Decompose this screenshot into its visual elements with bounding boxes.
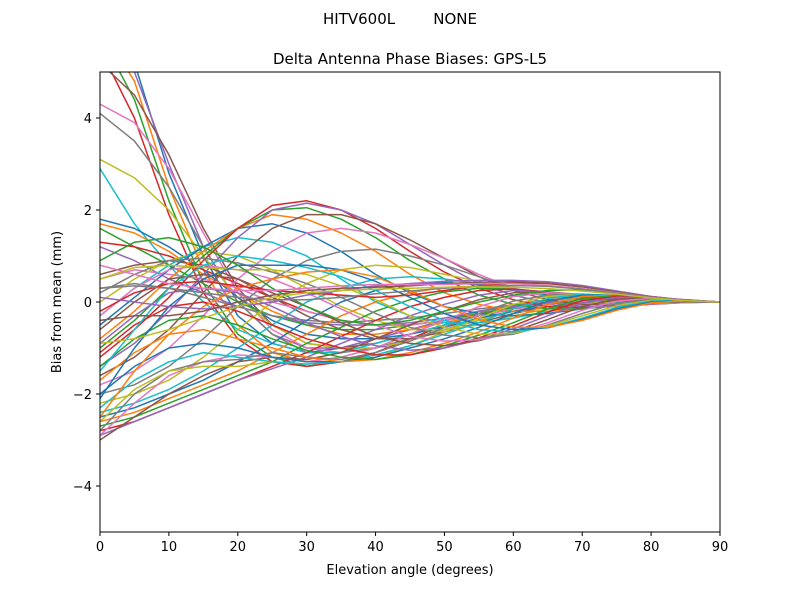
series-line bbox=[100, 295, 720, 356]
x-tick-label: 30 bbox=[298, 540, 315, 555]
series-layer bbox=[100, 72, 720, 441]
chart-suptitle: HITV600L NONE bbox=[323, 10, 477, 28]
y-tick-label: 2 bbox=[84, 204, 92, 219]
x-axis: 0 10 20 30 40 50 60 70 80 90 bbox=[96, 532, 728, 555]
series-line bbox=[100, 255, 720, 372]
x-tick-label: 70 bbox=[574, 540, 591, 555]
series-line bbox=[100, 286, 720, 345]
y-tick-label: 0 bbox=[84, 296, 92, 311]
series-line bbox=[100, 279, 720, 310]
x-axis-label: Elevation angle (degrees) bbox=[326, 563, 493, 578]
y-axis-label: Bias from mean (mm) bbox=[50, 231, 65, 373]
chart-title: Delta Antenna Phase Biases: GPS-L5 bbox=[273, 50, 547, 68]
x-tick-label: 50 bbox=[436, 540, 453, 555]
x-tick-label: 80 bbox=[643, 540, 660, 555]
x-tick-label: 20 bbox=[230, 540, 247, 555]
series-line bbox=[100, 284, 720, 303]
y-tick-label: −4 bbox=[73, 480, 92, 495]
y-tick-label: −2 bbox=[73, 388, 92, 403]
series-line bbox=[100, 264, 720, 400]
x-tick-label: 90 bbox=[712, 540, 729, 555]
x-tick-label: 40 bbox=[367, 540, 384, 555]
series-line bbox=[100, 264, 720, 335]
x-tick-label: 10 bbox=[161, 540, 178, 555]
series-line bbox=[100, 273, 720, 347]
series-line bbox=[100, 257, 720, 339]
y-tick-label: 4 bbox=[84, 112, 92, 127]
series-line bbox=[100, 291, 720, 441]
y-axis: −4 −2 0 2 4 bbox=[73, 112, 100, 495]
series-line bbox=[100, 281, 720, 322]
x-tick-label: 60 bbox=[505, 540, 522, 555]
x-tick-label: 0 bbox=[96, 540, 104, 555]
